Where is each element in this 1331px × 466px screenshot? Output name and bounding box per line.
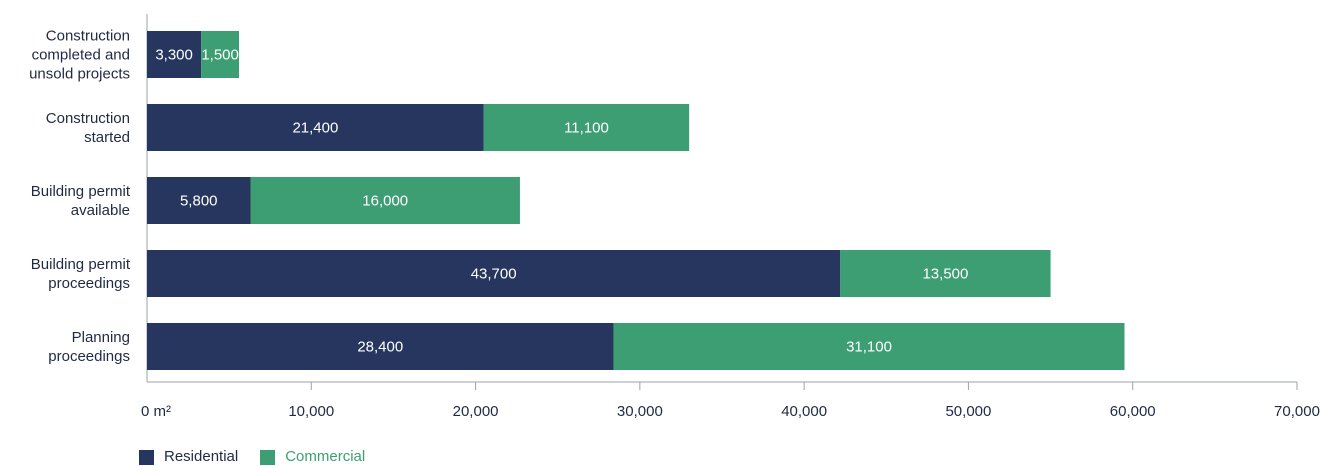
category-label-1: Construction started xyxy=(46,110,130,146)
data-label-residential-0: 3,300 xyxy=(155,47,193,64)
bar-residential-4 xyxy=(147,323,614,370)
legend-item-commercial: Commercial xyxy=(260,448,365,466)
legend-swatch-commercial xyxy=(260,449,276,465)
legend-label-residential: Residential xyxy=(164,448,239,465)
x-tick-label-7: 70,000 xyxy=(1274,403,1320,420)
category-label-2: Building permit available xyxy=(31,183,131,219)
bar-commercial-4 xyxy=(613,323,1125,370)
x-tick-label-0: 0 m² xyxy=(141,403,171,420)
category-labels: Construction completed and unsold projects… xyxy=(29,28,131,366)
data-label-commercial-0: 1,500 xyxy=(201,47,239,64)
x-tick-label-4: 40,000 xyxy=(781,403,827,420)
legend-swatch-residential xyxy=(139,449,154,465)
bar-commercial-1 xyxy=(483,104,690,151)
x-tick-label-5: 50,000 xyxy=(945,403,991,420)
x-tick-label-2: 20,000 xyxy=(453,403,499,420)
legend-label-commercial: Commercial xyxy=(285,448,366,465)
bar-commercial-0 xyxy=(201,31,239,78)
legend-item-residential: Residential xyxy=(139,448,238,466)
data-label-residential-1: 21,400 xyxy=(292,120,338,137)
category-label-4: Planning proceedings xyxy=(48,329,130,365)
bar-commercial-3 xyxy=(840,250,1051,297)
x-tick-label-3: 30,000 xyxy=(617,403,663,420)
category-label-3: Building permit proceedings xyxy=(31,256,131,292)
bar-residential-2 xyxy=(147,177,251,224)
data-label-residential-2: 5,800 xyxy=(180,193,218,210)
x-ticks: 0 m² 10,000 20,000 30,000 40,000 50,000 60,000… xyxy=(141,382,1320,420)
data-label-commercial-1: 11,100 xyxy=(564,120,609,137)
data-label-residential-4: 28,400 xyxy=(357,339,403,356)
category-label-0: Construction completed and unsold projects xyxy=(29,28,130,83)
data-label-commercial-2: 16,000 xyxy=(362,193,408,210)
bar-commercial-2 xyxy=(250,177,520,224)
bar-residential-3 xyxy=(147,250,841,297)
data-label-commercial-3: 13,500 xyxy=(922,266,968,283)
legend: Residential Commercial xyxy=(139,448,365,466)
data-label-residential-3: 43,700 xyxy=(471,266,517,283)
bars: 3,300 1,500 21,400 11,100 5,800 16,000 43,700 1… xyxy=(147,31,1125,370)
x-tick-label-1: 10,000 xyxy=(288,403,334,420)
data-label-commercial-4: 31,100 xyxy=(846,339,892,356)
stacked-bar-chart: 3,300 1,500 21,400 11,100 5,800 16,000 43,700 1… xyxy=(29,14,1320,420)
x-tick-label-6: 60,000 xyxy=(1110,403,1156,420)
bar-residential-0 xyxy=(147,31,202,78)
bar-residential-1 xyxy=(147,104,484,151)
